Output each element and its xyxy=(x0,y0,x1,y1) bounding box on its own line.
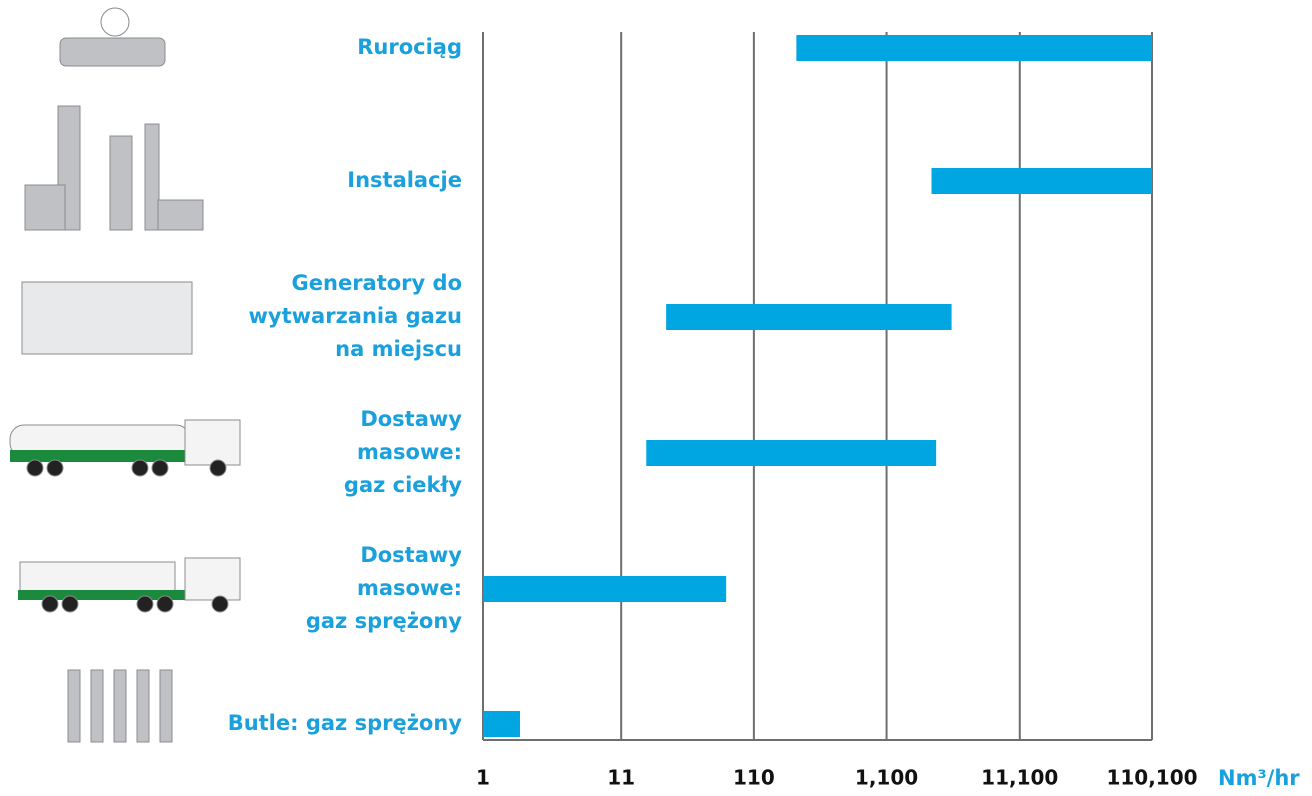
category-label: Dostawy xyxy=(360,543,462,567)
cylinder-icon xyxy=(160,670,172,742)
category-label: Instalacje xyxy=(347,168,462,192)
range-bar xyxy=(483,576,726,602)
category-label: Generatory do xyxy=(292,271,462,295)
range-bar xyxy=(796,35,1152,61)
category-label: Butle: gaz sprężony xyxy=(228,711,463,735)
cylinder-icon xyxy=(114,670,126,742)
category-label: gaz ciekły xyxy=(344,473,462,497)
cab-icon xyxy=(185,558,240,600)
plant-icon xyxy=(25,185,65,230)
x-tick-label: 1 xyxy=(476,766,490,790)
range-bar xyxy=(932,168,1152,194)
category-label: na miejscu xyxy=(335,337,462,361)
cab-icon xyxy=(185,420,240,465)
cylinder-icon xyxy=(68,670,80,742)
pipe-icon xyxy=(60,38,165,66)
category-label: gaz sprężony xyxy=(306,609,462,633)
container-icon xyxy=(22,282,192,354)
cylinder-icon xyxy=(91,670,103,742)
category-label: Rurociąg xyxy=(357,35,462,59)
category-label: wytwarzania gazu xyxy=(249,304,462,328)
range-bar xyxy=(483,711,520,737)
x-tick-label: 11 xyxy=(607,766,635,790)
valve-icon xyxy=(101,8,129,36)
plant-icon xyxy=(145,124,159,230)
category-label: masowe: xyxy=(357,440,462,464)
plant-icon xyxy=(158,200,203,230)
category-label: Dostawy xyxy=(360,407,462,431)
plant-icon xyxy=(110,136,132,230)
x-tick-label: 1,100 xyxy=(855,766,918,790)
cylinder-icon xyxy=(137,670,149,742)
x-axis-unit: Nm³/hr xyxy=(1218,766,1300,790)
range-bar xyxy=(666,304,951,330)
icons xyxy=(10,8,240,742)
x-tick-label: 11,100 xyxy=(981,766,1058,790)
x-tick-label: 110 xyxy=(733,766,775,790)
category-label: masowe: xyxy=(357,576,462,600)
chart: Nm³/hr 1111101,10011,100110,100RurociągI… xyxy=(0,0,1312,796)
range-bar xyxy=(646,440,936,466)
x-tick-label: 110,100 xyxy=(1106,766,1197,790)
